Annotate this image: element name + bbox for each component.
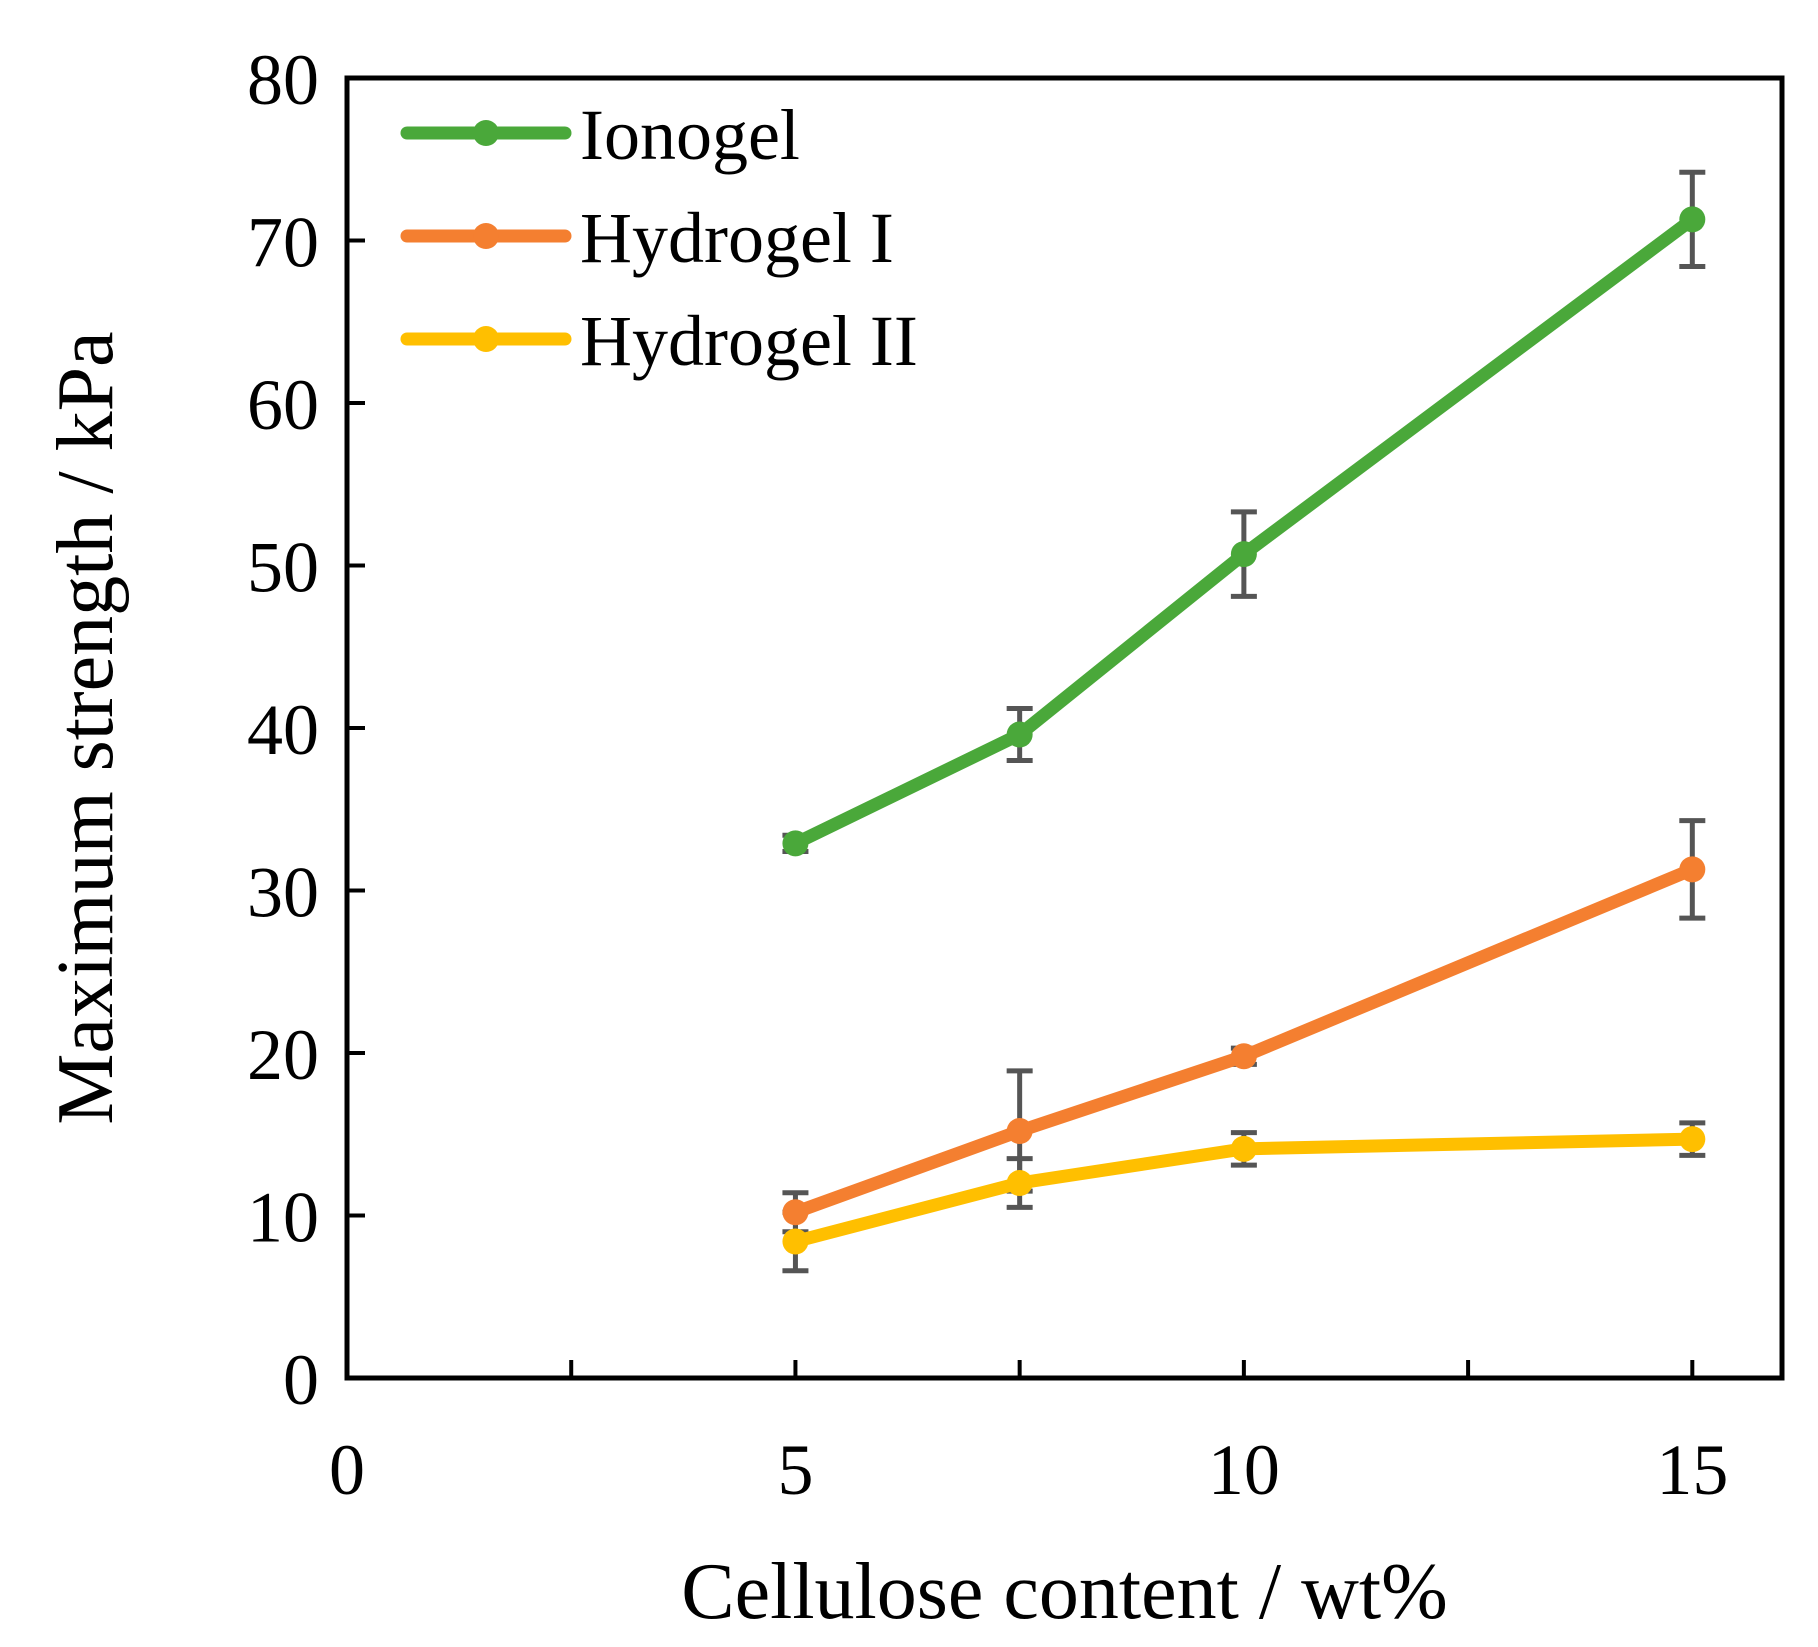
x-tick-label: 5 — [777, 1430, 813, 1510]
data-point — [782, 1228, 809, 1255]
y-tick-label: 20 — [247, 1015, 319, 1095]
data-point — [1679, 1126, 1706, 1153]
data-point — [782, 830, 809, 857]
x-axis-title: Cellulose content / wt% — [681, 1548, 1448, 1636]
y-axis-title: Maximum strength / kPa — [42, 331, 130, 1124]
y-tick-label: 10 — [247, 1178, 319, 1258]
series-line-1 — [788, 862, 1699, 1219]
data-point — [1679, 856, 1706, 883]
legend-swatch-marker — [473, 326, 499, 352]
data-point — [1006, 721, 1033, 748]
legend-entry: Ionogel — [400, 95, 800, 175]
legend-label: Hydrogel I — [580, 198, 894, 278]
x-tick-label: 10 — [1208, 1430, 1280, 1510]
data-point — [1230, 1043, 1257, 1070]
y-tick-label: 0 — [283, 1340, 319, 1420]
legend-entry: Hydrogel I — [400, 198, 894, 278]
legend-label: Ionogel — [580, 95, 800, 175]
y-tick-label: 40 — [247, 690, 319, 770]
data-point — [1006, 1118, 1033, 1144]
legend-entry: Hydrogel II — [400, 301, 918, 381]
y-tick-label: 50 — [247, 528, 319, 608]
x-tick-label: 0 — [329, 1430, 365, 1510]
legend-swatch-marker — [473, 120, 499, 146]
data-point — [782, 1199, 809, 1226]
plot-frame — [344, 75, 1785, 1381]
data-point — [1006, 1170, 1033, 1196]
series-line-2 — [788, 1132, 1699, 1248]
data-point — [1679, 206, 1706, 233]
y-tick-label: 80 — [247, 40, 319, 120]
data-point — [1230, 541, 1257, 568]
y-tick-label: 70 — [247, 203, 319, 283]
y-tick-label: 60 — [247, 365, 319, 445]
series-line-0 — [788, 212, 1699, 850]
legend-swatch-marker — [473, 223, 499, 249]
data-point — [1230, 1135, 1257, 1162]
x-tick-label: 15 — [1656, 1430, 1728, 1510]
legend-label: Hydrogel II — [580, 301, 918, 381]
y-tick-label: 30 — [247, 853, 319, 933]
